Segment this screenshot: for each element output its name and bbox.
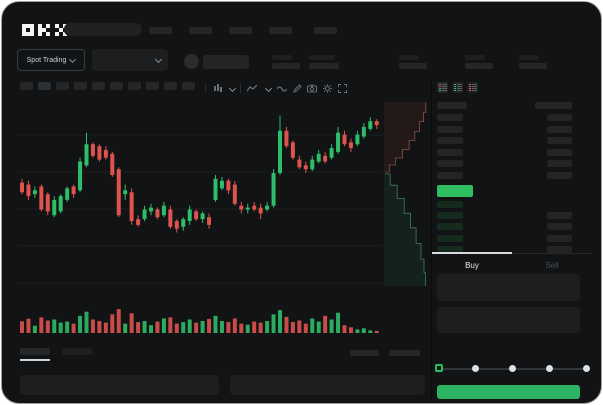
price-placeholder	[437, 245, 463, 253]
toolbar-divider	[205, 83, 206, 93]
amount-placeholder	[547, 234, 572, 242]
amount-placeholder	[547, 148, 572, 156]
timeframe-button-3[interactable]	[56, 82, 69, 90]
spot-trading-label: Spot Trading	[26, 56, 67, 64]
orderbook-layout-both-icon[interactable]	[437, 82, 448, 93]
amount-placeholder	[547, 114, 572, 121]
ask-row[interactable]	[437, 125, 592, 133]
order-amount-field[interactable]	[437, 307, 580, 333]
timeframe-button-4[interactable]	[74, 82, 87, 90]
panel-divider	[431, 77, 432, 403]
amount-placeholder	[547, 137, 572, 145]
last-price-placeholder	[203, 55, 249, 69]
price-placeholder	[437, 114, 463, 121]
bid-row[interactable]	[437, 234, 592, 242]
ask-row[interactable]	[437, 160, 592, 168]
tab-buy[interactable]: Buy	[432, 252, 512, 276]
timeframe-button-8[interactable]	[146, 82, 159, 90]
bottom-field-2[interactable]	[230, 375, 425, 395]
amount-placeholder	[547, 223, 572, 231]
bottom-action-2[interactable]	[389, 350, 420, 356]
wave-line-icon[interactable]	[276, 82, 288, 94]
chevron-down-icon	[69, 55, 77, 63]
price-placeholder	[437, 172, 463, 179]
nav-item-1[interactable]	[149, 27, 172, 34]
camera-icon[interactable]	[306, 82, 318, 94]
bid-row[interactable]	[437, 223, 592, 231]
volume-bars[interactable]	[17, 299, 383, 337]
ask-row[interactable]	[437, 148, 592, 156]
coin-icon	[184, 54, 199, 69]
last-price-badge[interactable]	[437, 185, 473, 197]
indicators-icon[interactable]	[246, 82, 258, 94]
depth-chart[interactable]	[383, 98, 430, 293]
fullscreen-expand-icon[interactable]	[336, 82, 348, 94]
timeframe-button-5[interactable]	[92, 82, 105, 90]
ask-row[interactable]	[437, 114, 592, 121]
amount-placeholder	[547, 245, 572, 253]
price-placeholder	[437, 148, 463, 156]
nav-item-2[interactable]	[189, 27, 212, 34]
nav-item-4[interactable]	[269, 27, 292, 34]
amount-placeholder	[547, 212, 572, 220]
settings-gear-icon[interactable]	[321, 82, 333, 94]
price-placeholder	[437, 137, 463, 145]
okx-logo[interactable]	[22, 24, 68, 36]
timeframe-button-6[interactable]	[110, 82, 123, 90]
draw-pencil-icon[interactable]	[291, 82, 303, 94]
amount-placeholder	[547, 172, 572, 179]
buy-submit-button[interactable]	[437, 385, 580, 399]
ask-row[interactable]	[437, 137, 592, 145]
pair-selector-dropdown[interactable]	[92, 49, 168, 71]
bottom-tab-active[interactable]	[20, 348, 50, 355]
price-placeholder	[437, 125, 463, 133]
search-input[interactable]	[64, 23, 142, 36]
bottom-tab-2[interactable]	[62, 348, 92, 355]
timeframe-button-9[interactable]	[164, 82, 177, 90]
amount-placeholder	[547, 125, 572, 133]
spot-trading-button[interactable]: Spot Trading	[17, 49, 85, 71]
chevron-down-icon[interactable]	[228, 84, 237, 93]
bottom-action-1[interactable]	[350, 350, 379, 356]
price-placeholder	[437, 160, 463, 168]
timeframe-button-7[interactable]	[128, 82, 141, 90]
orderbook-layout-asks-icon[interactable]	[467, 82, 478, 93]
tab-sell[interactable]: Sell	[545, 260, 559, 270]
amount-placeholder	[547, 160, 572, 168]
bid-row[interactable]	[437, 201, 592, 208]
candlestick-chart[interactable]	[17, 98, 383, 298]
slider-stop-75[interactable]	[546, 365, 553, 372]
orderbook-layout-bids-icon[interactable]	[452, 82, 463, 93]
slider-stop-100[interactable]	[583, 365, 590, 372]
order-price-field[interactable]	[437, 274, 580, 301]
timeframe-button-2[interactable]	[38, 82, 51, 90]
bid-row[interactable]	[437, 245, 592, 253]
price-placeholder	[437, 234, 463, 242]
bid-row[interactable]	[437, 212, 592, 220]
toolbar-divider	[240, 83, 241, 93]
bottom-tab-indicator	[20, 359, 50, 361]
price-placeholder	[437, 223, 463, 231]
slider-handle-0[interactable]	[435, 364, 443, 372]
chevron-down-icon	[154, 55, 163, 63]
slider-stop-25[interactable]	[472, 365, 479, 372]
price-placeholder	[437, 201, 463, 208]
timeframe-button-1[interactable]	[20, 82, 33, 90]
timeframe-button-10[interactable]	[182, 82, 195, 90]
bottom-field-1[interactable]	[20, 375, 219, 395]
nav-item-3[interactable]	[229, 27, 252, 34]
slider-stop-50[interactable]	[509, 365, 516, 372]
ask-row[interactable]	[437, 172, 592, 179]
nav-item-5[interactable]	[314, 27, 337, 34]
trade-tabs: Buy Sell	[432, 252, 592, 276]
chevron-down-icon[interactable]	[264, 84, 273, 93]
candle-style-icon[interactable]	[211, 82, 223, 94]
price-placeholder	[437, 212, 463, 220]
